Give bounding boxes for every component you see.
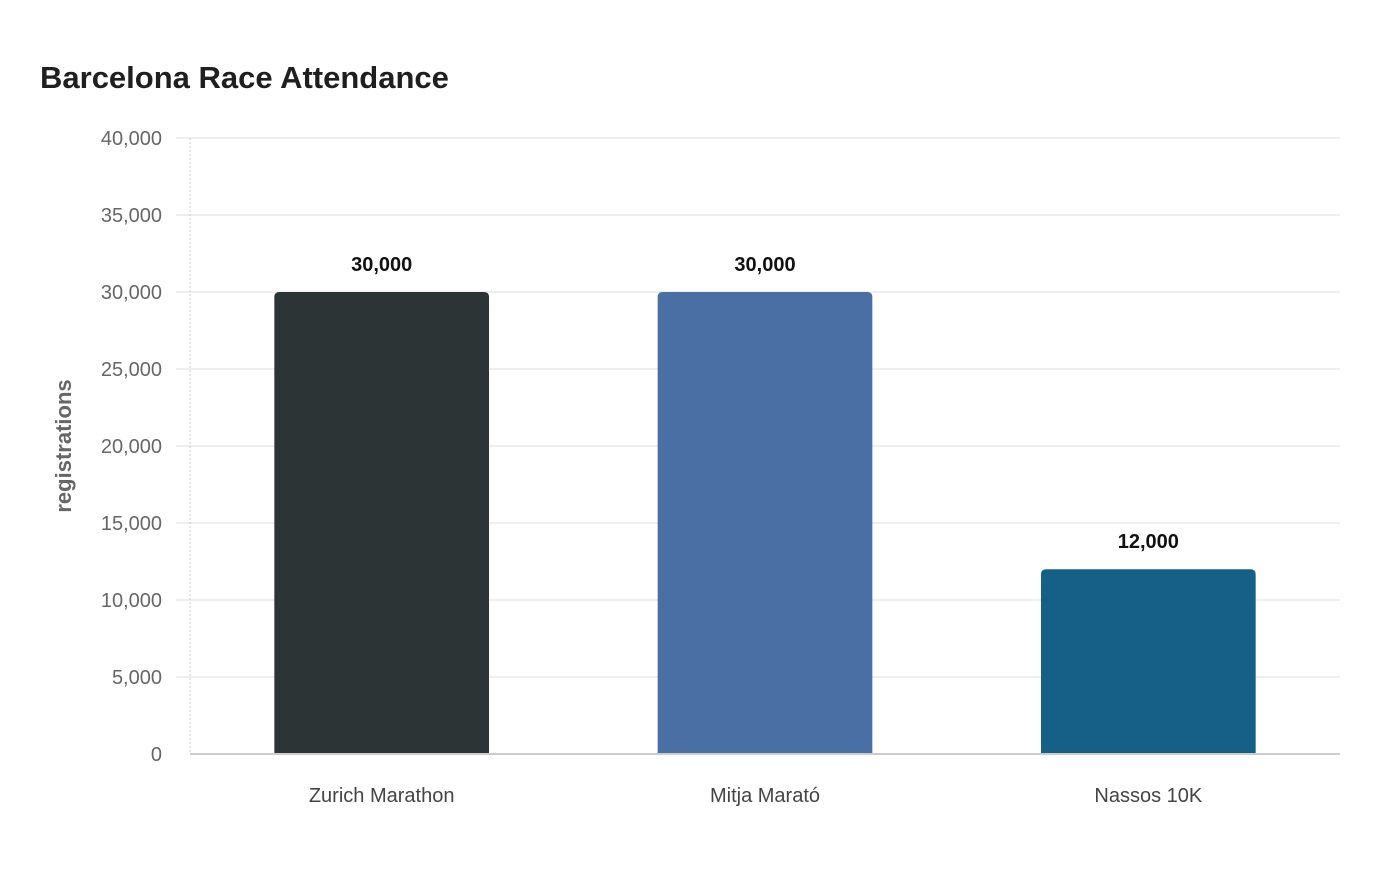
y-tick-label: 5,000 xyxy=(112,667,162,689)
chart-title: Barcelona Race Attendance xyxy=(40,60,449,95)
x-tick-labels: Zurich Marathon Mitja Marató Nassos 10K xyxy=(309,785,1203,807)
data-label: 30,000 xyxy=(351,254,412,276)
y-tick-label: 10,000 xyxy=(101,590,162,612)
y-tick-label: 25,000 xyxy=(101,359,162,381)
bar-3 xyxy=(1041,569,1256,754)
y-tick-label: 0 xyxy=(151,744,162,766)
y-tick-label: 30,000 xyxy=(101,282,162,304)
data-label: 12,000 xyxy=(1118,531,1179,553)
x-tick-label: Zurich Marathon xyxy=(309,785,455,807)
y-tick-label: 35,000 xyxy=(101,205,162,227)
x-tick-label: Nassos 10K xyxy=(1094,785,1202,807)
y-tick-labels: 0 5,000 10,000 15,000 20,000 25,000 30,000 35,0… xyxy=(101,128,162,766)
y-tick-label: 40,000 xyxy=(101,128,162,150)
data-label: 30,000 xyxy=(734,254,795,276)
bar-2 xyxy=(657,292,873,754)
y-tick-label: 20,000 xyxy=(101,436,162,458)
x-tick-label: Mitja Marató xyxy=(710,785,820,807)
bar-1 xyxy=(274,292,489,754)
data-labels: 30,000 30,000 12,000 xyxy=(351,254,1179,553)
y-axis-title: registrations xyxy=(51,379,76,512)
bars xyxy=(274,292,1256,754)
y-tick-label: 15,000 xyxy=(101,513,162,535)
